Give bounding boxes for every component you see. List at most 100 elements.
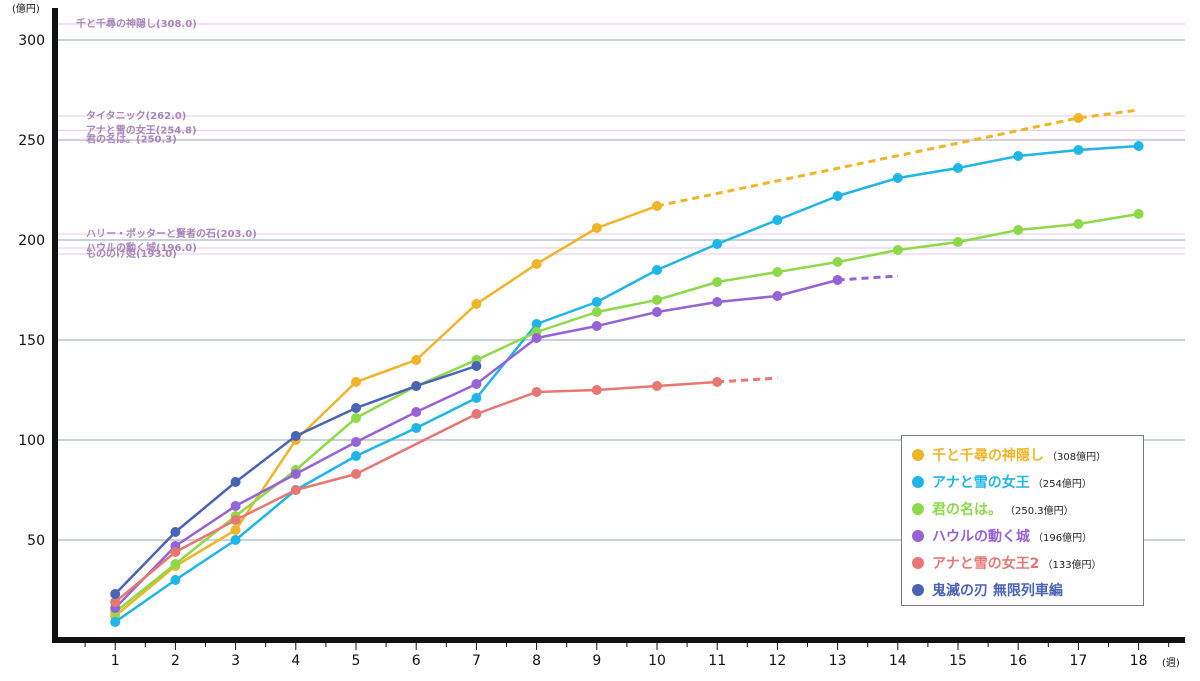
y-tick-label: 100 [18,433,45,449]
data-point [591,297,602,307]
series-5 [110,361,482,599]
data-point [110,589,121,599]
data-point [411,355,422,365]
reference-line-label: 千と千尋の神隠し(308.0) [76,17,197,30]
legend-item-howl: ハウルの動く城 （196億円） [912,524,1092,548]
legend-marker [912,557,924,569]
x-tick-label: 13 [829,653,847,669]
x-tick-label: 7 [472,653,481,669]
data-point [832,191,843,201]
data-point [471,409,482,419]
reference-line-label: タイタニック(262.0) [86,110,186,122]
data-point [1073,145,1084,155]
legend-marker [912,503,924,515]
data-point [170,559,181,569]
data-point [712,277,723,287]
data-point [652,307,662,317]
x-tick-label: 4 [291,653,300,669]
data-point [652,265,662,275]
series-line [114,204,658,617]
x-tick-label: 10 [648,653,666,669]
data-point [832,257,843,267]
data-point [832,275,843,285]
series-line [114,364,477,595]
x-tick-label: 17 [1069,653,1087,669]
series-line [114,380,718,603]
legend-series-total: （133億円） [1042,559,1102,571]
x-tick-label: 11 [708,653,726,669]
data-point [652,295,662,305]
data-point [471,361,482,371]
data-point [110,617,121,627]
data-point [170,575,181,585]
data-point [1013,225,1024,235]
y-tick-label: 250 [18,133,45,149]
data-point [953,163,963,173]
legend-item-frozen: アナと雪の女王 （254億円） [912,470,1092,494]
data-point [110,597,121,607]
legend-marker [912,476,924,488]
data-point [290,469,301,479]
data-point [591,223,602,233]
legend-series-total: （308億円） [1047,451,1107,463]
x-tick-label: 12 [768,653,786,669]
data-point [230,525,241,535]
legend-series-name: 千と千尋の神隠し [932,448,1044,464]
legend: 千と千尋の神隠し （308億円） アナと雪の女王 （254億円） 君の名は。 （… [901,435,1144,606]
data-point [170,547,181,557]
data-point [591,385,602,395]
reference-lines: 千と千尋の神隠し(308.0) タイタニック(262.0)アナと雪の女王(254.… [55,17,1185,260]
data-point [531,387,542,397]
legend-series-name: アナと雪の女王 [932,475,1030,491]
legend-marker [912,449,924,461]
y-tick-label: 150 [18,333,45,349]
legend-marker [912,530,924,542]
x-tick-label: 14 [889,653,907,669]
data-point [1133,141,1144,151]
x-tick-label: 1 [111,653,120,669]
series-projection-line [837,274,898,282]
data-point [652,381,662,391]
data-point [591,307,602,317]
data-point [230,477,241,487]
legend-series-name: 君の名は。 [932,502,1002,518]
data-point [892,173,903,183]
series-projection-line [656,108,1139,208]
x-tick-label: 2 [171,653,180,669]
data-point [351,377,361,387]
x-tick-label: 9 [592,653,601,669]
legend-marker [912,584,924,596]
series-1 [110,141,1144,627]
data-point [531,333,542,343]
data-point [772,291,783,301]
legend-series-name: 鬼滅の刃 無限列車編 [932,583,1063,599]
y-tick-label: 300 [18,33,45,49]
data-point [351,469,361,479]
legend-item-kimi-no-na-wa: 君の名は。 （250.3億円） [912,497,1074,521]
data-point [1073,113,1084,123]
series-line [114,212,1139,613]
legend-series-name: アナと雪の女王2 [932,556,1040,572]
series-4 [110,376,778,607]
y-tick-label: 50 [27,533,45,549]
data-point [1073,219,1084,229]
data-point [230,535,241,545]
data-point [772,267,783,277]
data-point [230,501,241,511]
legend-series-total: （250.3億円） [1005,505,1074,517]
y-tick-label: 200 [18,233,45,249]
data-point [411,423,422,433]
legend-series-total: （254億円） [1032,478,1092,490]
legend-item-frozen-2: アナと雪の女王2 （133億円） [912,551,1102,575]
x-tick-label: 5 [352,653,361,669]
data-point [591,321,602,331]
legend-series-total: （196億円） [1033,532,1093,544]
data-point [712,377,723,387]
reference-line-label: アナと雪の女王(254.8) [86,123,197,136]
data-point [953,237,963,247]
data-point [772,215,783,225]
data-point [351,437,361,447]
data-point [1133,209,1144,219]
